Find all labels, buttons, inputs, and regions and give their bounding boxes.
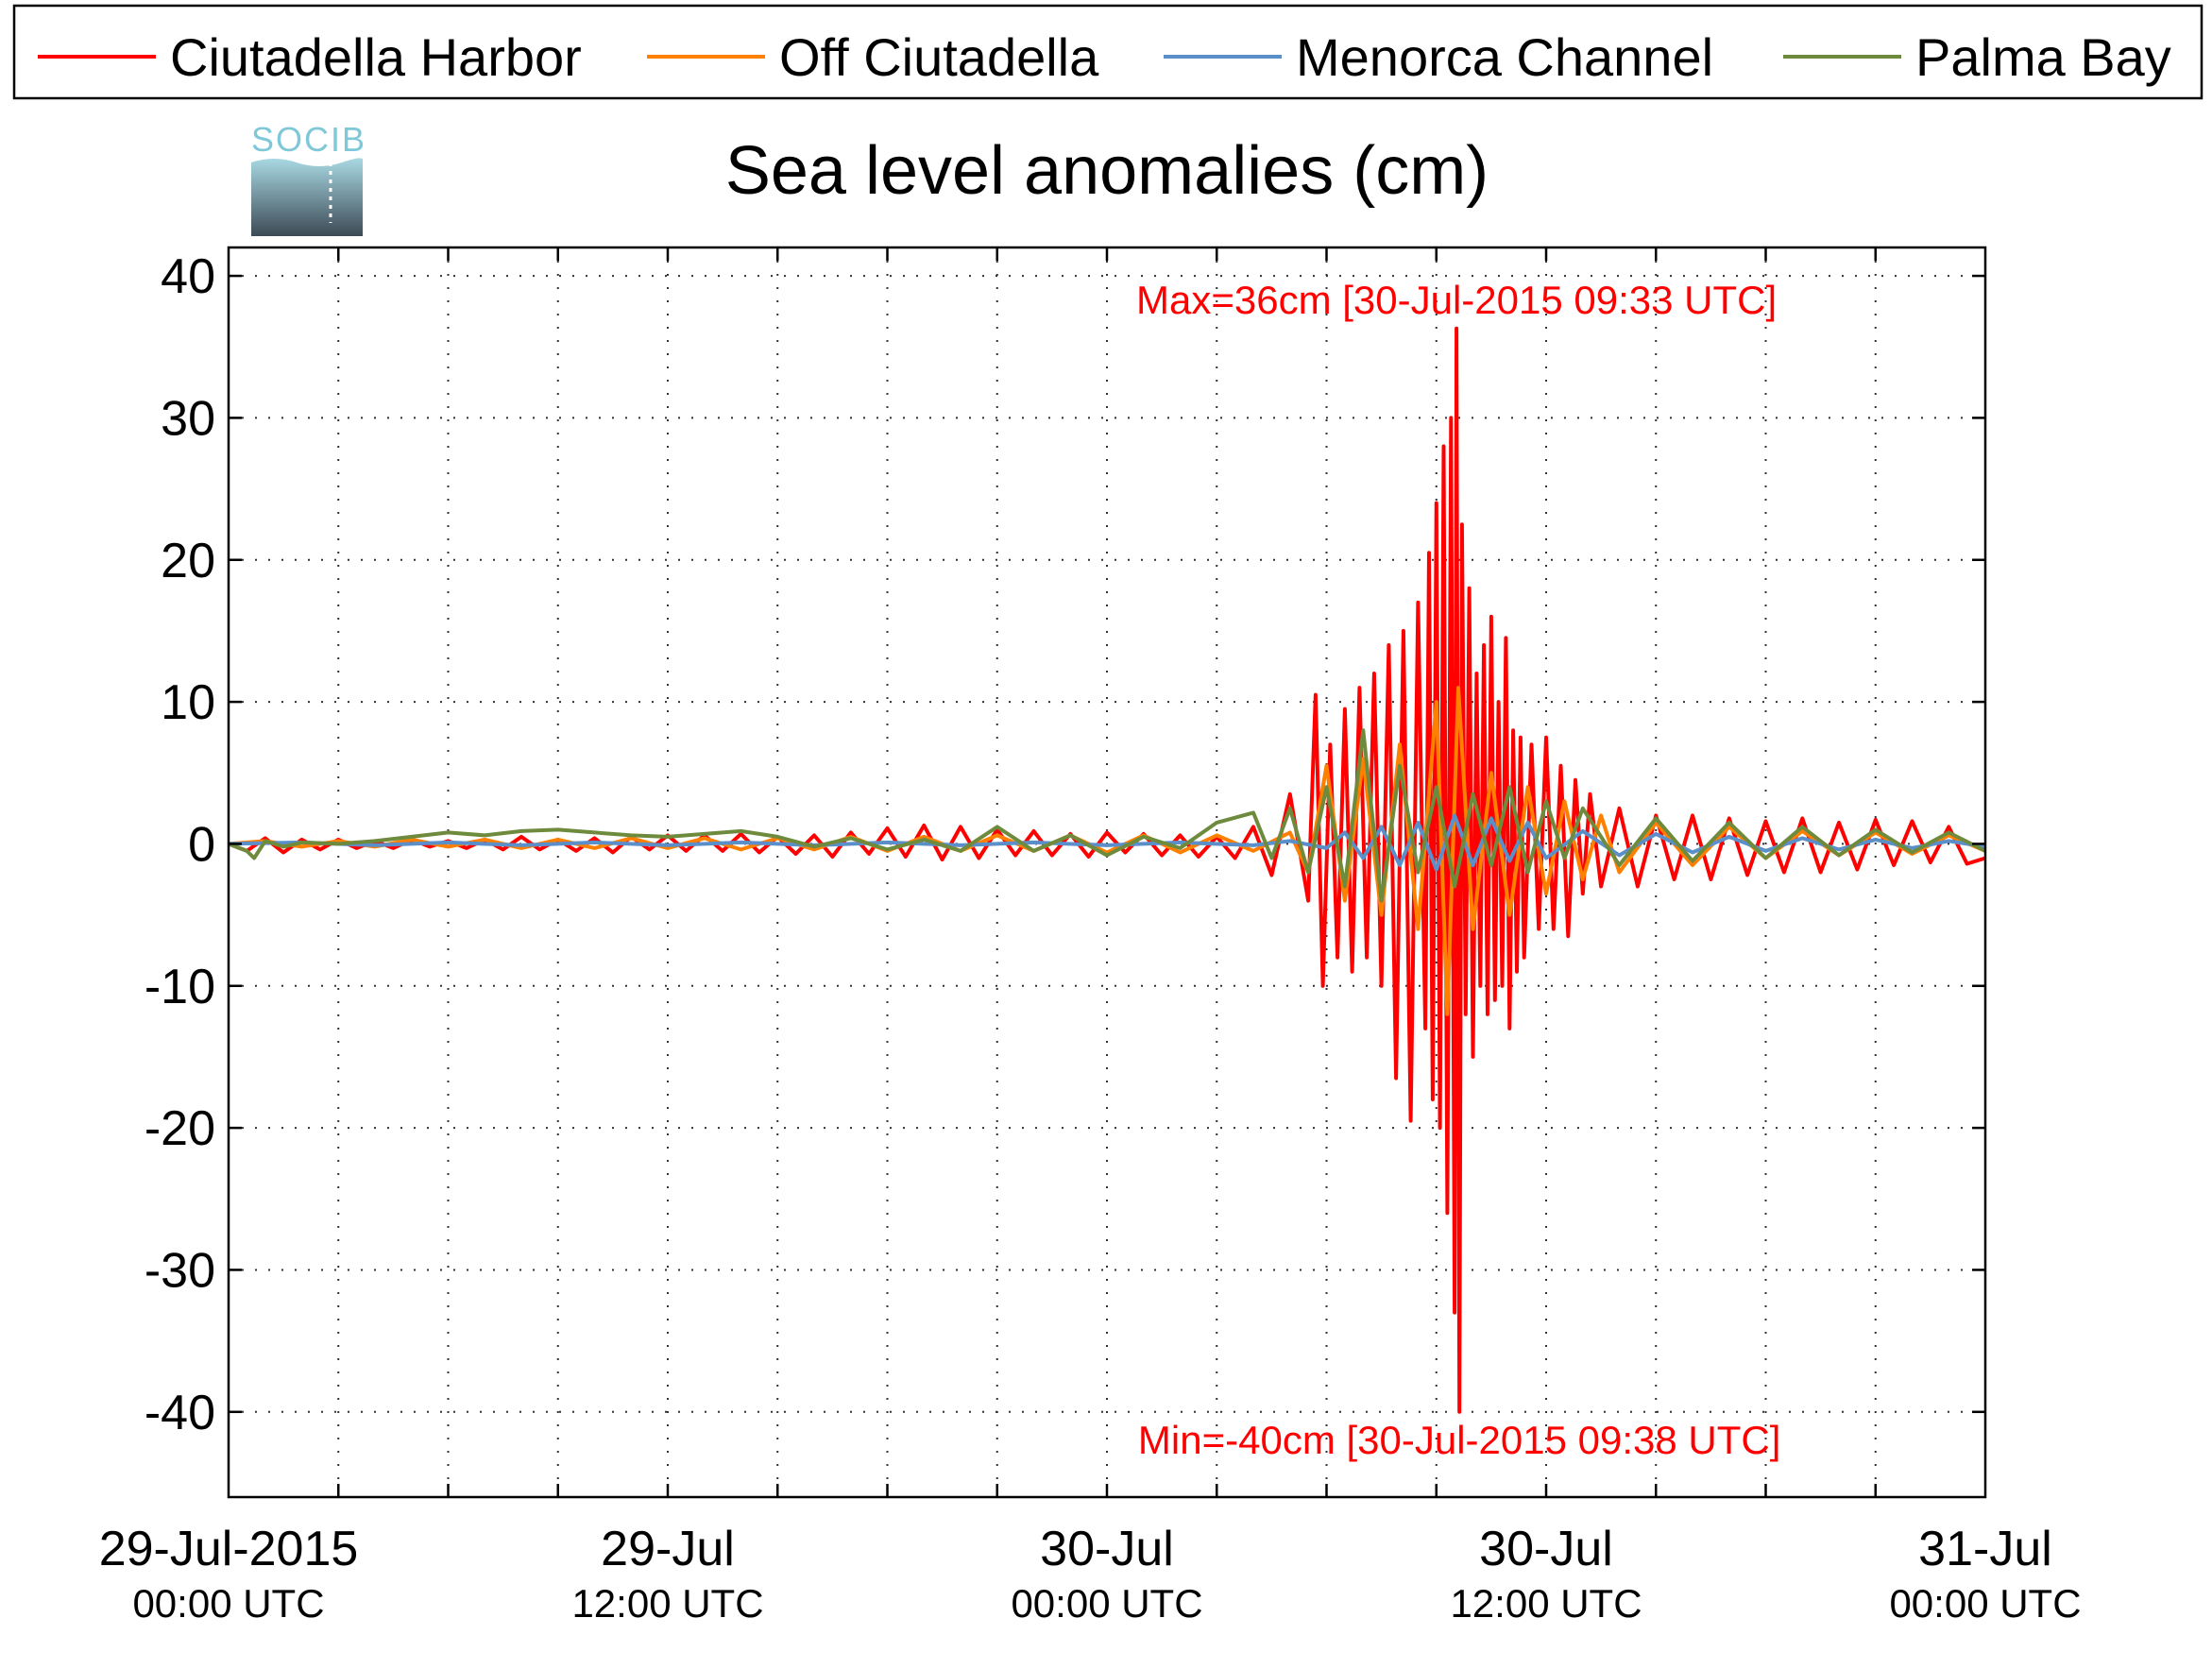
legend-item-off-ciutadella: Off Ciutadella <box>647 27 1099 87</box>
legend-item-menorca-channel: Menorca Channel <box>1164 27 1713 87</box>
legend-item-palma-bay: Palma Bay <box>1783 27 2171 87</box>
legend-box <box>12 4 2203 100</box>
x-tick-sublabel: 00:00 UTC <box>1889 1581 2081 1626</box>
x-tick-label: 31-Jul <box>1918 1522 2052 1576</box>
y-tick-label: -40 <box>145 1386 215 1440</box>
plot-series <box>228 326 1986 1414</box>
y-tick-label: 40 <box>161 249 215 304</box>
y-tick-label: -10 <box>145 960 215 1014</box>
legend-label: Off Ciutadella <box>779 27 1099 87</box>
x-tick-sublabel: 00:00 UTC <box>1011 1581 1202 1626</box>
x-tick-label: 30-Jul <box>1479 1522 1613 1576</box>
legend-label: Menorca Channel <box>1296 27 1713 87</box>
min-annotation: Min=-40cm [30-Jul-2015 09:38 UTC] <box>1138 1418 1780 1462</box>
series-line-menorca-channel <box>228 813 1986 872</box>
y-tick-label: -30 <box>145 1243 215 1298</box>
logo-text: SOCIB <box>251 120 366 159</box>
y-tick-label: 20 <box>161 534 215 588</box>
y-tick-label: 0 <box>188 817 215 872</box>
series-line-off-ciutadella <box>228 686 1986 1016</box>
legend-label: Palma Bay <box>1915 27 2171 87</box>
legend: Ciutadella Harbor Off Ciutadella Menorca… <box>12 4 2203 100</box>
y-tick-label: 10 <box>161 675 215 730</box>
legend-item-ciutadella-harbor: Ciutadella Harbor <box>38 27 582 87</box>
plot-ticks: 40 30 20 10 0 -10 -20 -30 -40 29-Jul-2015 00:00 UT… <box>99 247 2082 1626</box>
y-tick-label: -20 <box>145 1101 215 1156</box>
chart-title: Sea level anomalies (cm) <box>725 133 1489 209</box>
x-tick-sublabel: 00:00 UTC <box>132 1581 324 1626</box>
legend-label: Ciutadella Harbor <box>170 27 582 87</box>
x-tick-label: 29-Jul <box>601 1522 735 1576</box>
max-annotation: Max=36cm [30-Jul-2015 09:33 UTC] <box>1136 278 1777 322</box>
x-tick-sublabel: 12:00 UTC <box>571 1581 763 1626</box>
x-tick-label: 29-Jul-2015 <box>99 1522 359 1576</box>
x-tick-label: 30-Jul <box>1040 1522 1174 1576</box>
x-tick-sublabel: 12:00 UTC <box>1450 1581 1642 1626</box>
series-line-palma-bay <box>228 728 1986 903</box>
y-tick-label: 30 <box>161 391 215 446</box>
socib-logo: SOCIB <box>251 120 366 236</box>
logo-wave <box>251 158 364 236</box>
plot-annotations: Max=36cm [30-Jul-2015 09:33 UTC] Min=-40c… <box>1136 278 1780 1462</box>
